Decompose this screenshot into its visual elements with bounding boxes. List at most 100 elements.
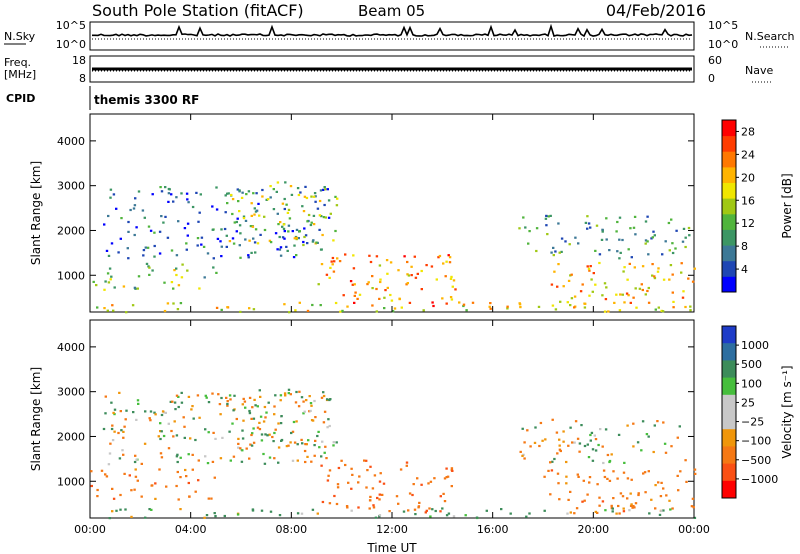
- velocity-echo-cell: [223, 514, 226, 518]
- power-echo-cell: [672, 306, 675, 309]
- velocity-echo-cell: [243, 400, 247, 403]
- velocity-echo-cell: [485, 509, 488, 512]
- velocity-echo-cell: [302, 412, 305, 415]
- velocity-echo-cell: [149, 410, 153, 413]
- velocity-echo-cell: [578, 442, 582, 445]
- power-echo-cell: [584, 221, 588, 224]
- velocity-echo-cell: [245, 447, 248, 450]
- velocity-echo-cell: [259, 395, 262, 398]
- power-echo-cell: [560, 237, 564, 240]
- power-echo-cell: [693, 267, 696, 270]
- velocity-echo-cell: [668, 499, 671, 502]
- power-echo-cell: [163, 281, 166, 284]
- power-echo-cell: [225, 245, 228, 248]
- power-echo-cell: [416, 272, 419, 275]
- power-echo-cell: [113, 286, 116, 289]
- velocity-echo-cell: [322, 421, 326, 424]
- power-echo-cell: [283, 197, 286, 201]
- power-echo-cell: [549, 214, 552, 217]
- power-echo-cell: [279, 221, 282, 224]
- velocity-echo-cell: [332, 444, 335, 447]
- velocity-echo-cell: [576, 473, 579, 476]
- x-tick-label: 12:00: [376, 523, 408, 536]
- velocity-echo-cell: [395, 495, 399, 498]
- power-echo-cell: [391, 310, 395, 313]
- power-echo-cell: [170, 249, 174, 252]
- power-echo-cell: [163, 309, 167, 313]
- velocity-echo-cell: [228, 394, 232, 397]
- power-echo-cell: [410, 265, 413, 268]
- power-echo-cell: [296, 187, 300, 190]
- power-echo-cells: [92, 181, 696, 314]
- velocity-echo-cell: [278, 514, 282, 517]
- power-echo-cell: [384, 289, 387, 292]
- power-panel: 1000 2000 3000 4000 Slant Range [km]: [29, 113, 696, 314]
- velocity-echo-cell: [108, 517, 111, 520]
- power-echo-cell: [254, 228, 258, 231]
- velocity-echo-cell: [475, 516, 479, 519]
- velocity-echo-cell: [90, 484, 93, 488]
- power-echo-cell: [310, 195, 313, 198]
- velocity-echo-cell: [601, 445, 604, 448]
- power-echo-cell: [318, 228, 321, 231]
- velocity-echo-cell: [539, 421, 543, 425]
- velocity-echo-cell: [647, 435, 650, 438]
- velocity-echo-cell: [622, 510, 626, 513]
- velocity-echo-cell: [248, 396, 252, 399]
- power-echo-cell: [318, 214, 322, 217]
- velocity-colorbar-tick-label: 1000: [741, 339, 769, 352]
- velocity-echo-cell: [350, 487, 353, 490]
- power-echo-cell: [618, 216, 622, 219]
- power-echo-cell: [314, 195, 317, 198]
- power-echo-cell: [589, 265, 592, 268]
- velocity-echo-cell: [599, 428, 602, 431]
- velocity-echo-cell: [567, 444, 570, 447]
- power-echo-cell: [577, 242, 580, 245]
- velocity-echo-cell: [292, 420, 296, 424]
- nsearch-tick-top: 10^5: [708, 19, 738, 32]
- velocity-colorbar-title: Velocity [m s⁻¹]: [780, 365, 794, 458]
- velocity-echo-cell: [233, 394, 236, 397]
- nsky-tick-bottom: 10^0: [56, 38, 86, 51]
- power-echo-cell: [379, 280, 382, 284]
- power-echo-cell: [327, 199, 331, 202]
- power-echo-cell: [385, 259, 389, 262]
- velocity-echo-cell: [335, 502, 339, 506]
- power-echo-cell: [346, 305, 349, 308]
- power-echo-cell: [506, 307, 509, 310]
- velocity-echo-cell: [180, 401, 184, 404]
- power-echo-cell: [215, 306, 219, 309]
- power-echo-cell: [317, 283, 320, 286]
- velocity-echo-cell: [322, 394, 326, 398]
- velocity-echo-cell: [591, 459, 595, 462]
- velocity-echo-cell: [173, 401, 177, 404]
- power-echo-cell: [225, 234, 228, 237]
- power-echo-cell: [133, 286, 137, 289]
- velocity-echo-cell: [104, 412, 107, 415]
- velocity-echo-cell: [656, 420, 659, 423]
- velocity-echo-cell: [293, 441, 297, 444]
- power-echo-cell: [195, 191, 198, 194]
- velocity-echo-cell: [684, 459, 687, 462]
- velocity-echo-cell: [543, 509, 546, 512]
- velocity-echo-cell: [662, 487, 665, 490]
- velocity-echo-cell: [174, 408, 177, 411]
- velocity-echo-cell: [344, 463, 347, 467]
- power-echo-cell: [247, 254, 250, 257]
- power-echo-cell: [160, 190, 164, 193]
- power-echo-cell: [371, 304, 374, 307]
- power-echo-cell: [185, 192, 189, 195]
- power-echo-cell: [334, 301, 338, 305]
- power-echo-cell: [244, 219, 248, 222]
- velocity-echo-cell: [236, 513, 240, 516]
- velocity-echo-cell: [357, 481, 360, 484]
- velocity-echo-cell: [260, 439, 264, 442]
- power-echo-cell: [583, 306, 587, 309]
- power-echo-cell: [450, 298, 454, 301]
- power-echo-cell: [627, 248, 630, 251]
- power-echo-cell: [632, 226, 636, 229]
- velocity-echo-cell: [340, 459, 343, 462]
- velocity-echo-cell: [154, 413, 157, 416]
- power-echo-cell: [290, 193, 294, 196]
- power-echo-cell: [449, 296, 453, 299]
